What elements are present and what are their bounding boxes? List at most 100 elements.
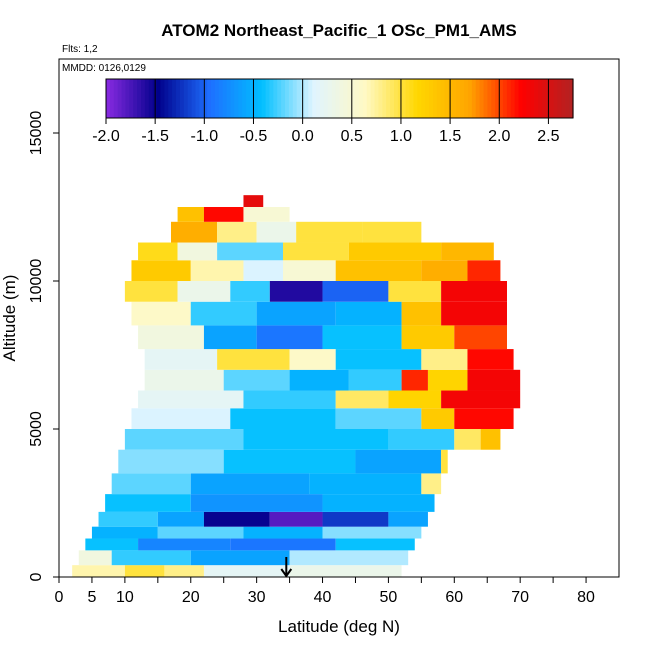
colorbar-swatch bbox=[179, 79, 185, 118]
heatmap-cell-1-0 bbox=[78, 550, 112, 566]
colorbar-swatch bbox=[281, 79, 286, 118]
colorbar-swatch bbox=[249, 79, 255, 118]
heatmap-cell-19-1 bbox=[203, 207, 244, 222]
heatmap-cell-18-1 bbox=[217, 221, 257, 243]
heatmap-cell-8-0 bbox=[124, 429, 244, 450]
heatmap-cell-17-3 bbox=[283, 242, 349, 261]
x-tick-label: 70 bbox=[511, 589, 529, 606]
colorbar-swatch bbox=[277, 79, 282, 118]
colorbar-swatch bbox=[125, 79, 130, 118]
colorbar-swatch bbox=[390, 79, 395, 118]
latitude-marker-arrow bbox=[280, 557, 293, 578]
colorbar-swatch bbox=[164, 79, 169, 118]
heatmap-cell-10-0 bbox=[138, 390, 244, 409]
colorbar-swatch bbox=[397, 79, 403, 118]
colorbar-swatch bbox=[304, 79, 309, 118]
colorbar-swatch bbox=[526, 79, 531, 118]
colorbar-swatch bbox=[308, 79, 313, 118]
colorbar-swatch bbox=[386, 79, 391, 118]
heatmap-cell-9-1 bbox=[230, 408, 336, 429]
colorbar-swatch bbox=[541, 79, 547, 118]
heatmap-cell-0-1 bbox=[124, 565, 165, 577]
colorbar-tick-label: 1.0 bbox=[390, 128, 412, 145]
colorbar-swatch bbox=[549, 79, 555, 118]
heatmap-cell-12-0 bbox=[144, 349, 218, 370]
x-tick-label: 10 bbox=[116, 589, 134, 606]
colorbar-swatch bbox=[456, 79, 461, 118]
y-axis: 0 5000 10000 15000 bbox=[28, 111, 59, 581]
heatmap-cell-14-5 bbox=[441, 301, 507, 326]
colorbar-swatch bbox=[183, 79, 189, 118]
colorbar-swatch bbox=[207, 79, 212, 118]
heatmap-cell-13-4 bbox=[401, 325, 455, 350]
colorbar-swatch bbox=[238, 79, 243, 118]
heatmap-cell-1-2 bbox=[190, 550, 290, 566]
colorbar-swatch bbox=[382, 79, 387, 118]
heatmap-cell-13-3 bbox=[322, 325, 402, 350]
colorbar-swatch bbox=[491, 79, 496, 118]
heatmap-cell-19-0 bbox=[177, 207, 204, 222]
heatmap-cell-7-2 bbox=[355, 449, 442, 474]
heatmap-cell-3-2 bbox=[243, 526, 323, 539]
heatmap-cell-6-1 bbox=[190, 473, 310, 495]
colorbar-swatch bbox=[246, 79, 251, 118]
heatmap-cell-18-2 bbox=[256, 221, 297, 243]
heatmap-cell-9-0 bbox=[131, 408, 231, 429]
colorbar-swatch bbox=[234, 79, 239, 118]
colorbar-swatch bbox=[401, 79, 407, 118]
heatmap-cell-13-0 bbox=[138, 325, 204, 350]
heatmap-cell-4-0 bbox=[98, 511, 158, 527]
colorbar-swatch bbox=[199, 79, 204, 118]
colorbar-swatch bbox=[137, 79, 142, 118]
colorbar-swatch bbox=[358, 79, 364, 118]
heatmap-cell-3-3 bbox=[322, 526, 422, 539]
colorbar-swatch bbox=[464, 79, 469, 118]
colorbar-tick-label: -1.0 bbox=[191, 128, 219, 145]
y-tick-label: 0 bbox=[28, 572, 45, 581]
heatmap-cell-12-2 bbox=[289, 349, 336, 370]
colorbar-swatch bbox=[534, 79, 539, 118]
heatmap-cell-18-4 bbox=[362, 221, 422, 243]
heatmap-cell-8-1 bbox=[243, 429, 389, 450]
heatmap-cell-5-1 bbox=[190, 494, 323, 512]
colorbar-swatch bbox=[288, 79, 294, 118]
heatmap-cell-17-4 bbox=[348, 242, 442, 261]
colorbar-swatch bbox=[195, 79, 200, 118]
heatmap-cell-3-0 bbox=[91, 526, 158, 539]
heatmap-cell-9-4 bbox=[454, 408, 514, 429]
colorbar-swatch bbox=[316, 79, 321, 118]
heatmap-cell-10-1 bbox=[243, 390, 336, 409]
colorbar-swatch bbox=[518, 79, 524, 118]
colorbar-swatch bbox=[421, 79, 426, 118]
heatmap-cell-13-2 bbox=[256, 325, 323, 350]
plot-frame bbox=[58, 58, 620, 578]
colorbar-swatch bbox=[160, 79, 165, 118]
colorbar-swatch bbox=[460, 79, 465, 118]
x-tick-label: 40 bbox=[314, 589, 332, 606]
colorbar-swatch bbox=[187, 79, 193, 118]
heatmap-cell-16-6 bbox=[467, 260, 501, 281]
colorbar-swatch bbox=[129, 79, 134, 118]
colorbar-swatch bbox=[370, 79, 376, 118]
colorbar-swatch bbox=[495, 79, 500, 118]
colorbar-swatch bbox=[413, 79, 418, 118]
heatmap-cell-7-3 bbox=[441, 449, 448, 474]
heatmap-cell-6-2 bbox=[309, 473, 422, 495]
y-axis-label: Altitude (m) bbox=[0, 275, 19, 362]
colorbar-swatch bbox=[471, 79, 477, 118]
heatmap-cell-13-5 bbox=[454, 325, 507, 350]
heatmap-cell-18-0 bbox=[171, 221, 218, 243]
colorbar-tick-label: -2.0 bbox=[92, 128, 120, 145]
heatmap-cell-12-4 bbox=[421, 349, 468, 370]
heatmap-cell-13-1 bbox=[203, 325, 257, 350]
colorbar-swatch bbox=[362, 79, 368, 118]
heatmap-cell-4-4 bbox=[322, 511, 389, 527]
colorbar-tick-label: 0.0 bbox=[292, 128, 314, 145]
colorbar-swatch bbox=[530, 79, 535, 118]
colorbar-swatch bbox=[479, 79, 485, 118]
colorbar-swatch bbox=[440, 79, 446, 118]
colorbar-swatch bbox=[156, 79, 162, 118]
colorbar-swatch bbox=[109, 79, 115, 118]
heatmap-cell-3-1 bbox=[157, 526, 244, 539]
colorbar-swatch bbox=[432, 79, 438, 118]
